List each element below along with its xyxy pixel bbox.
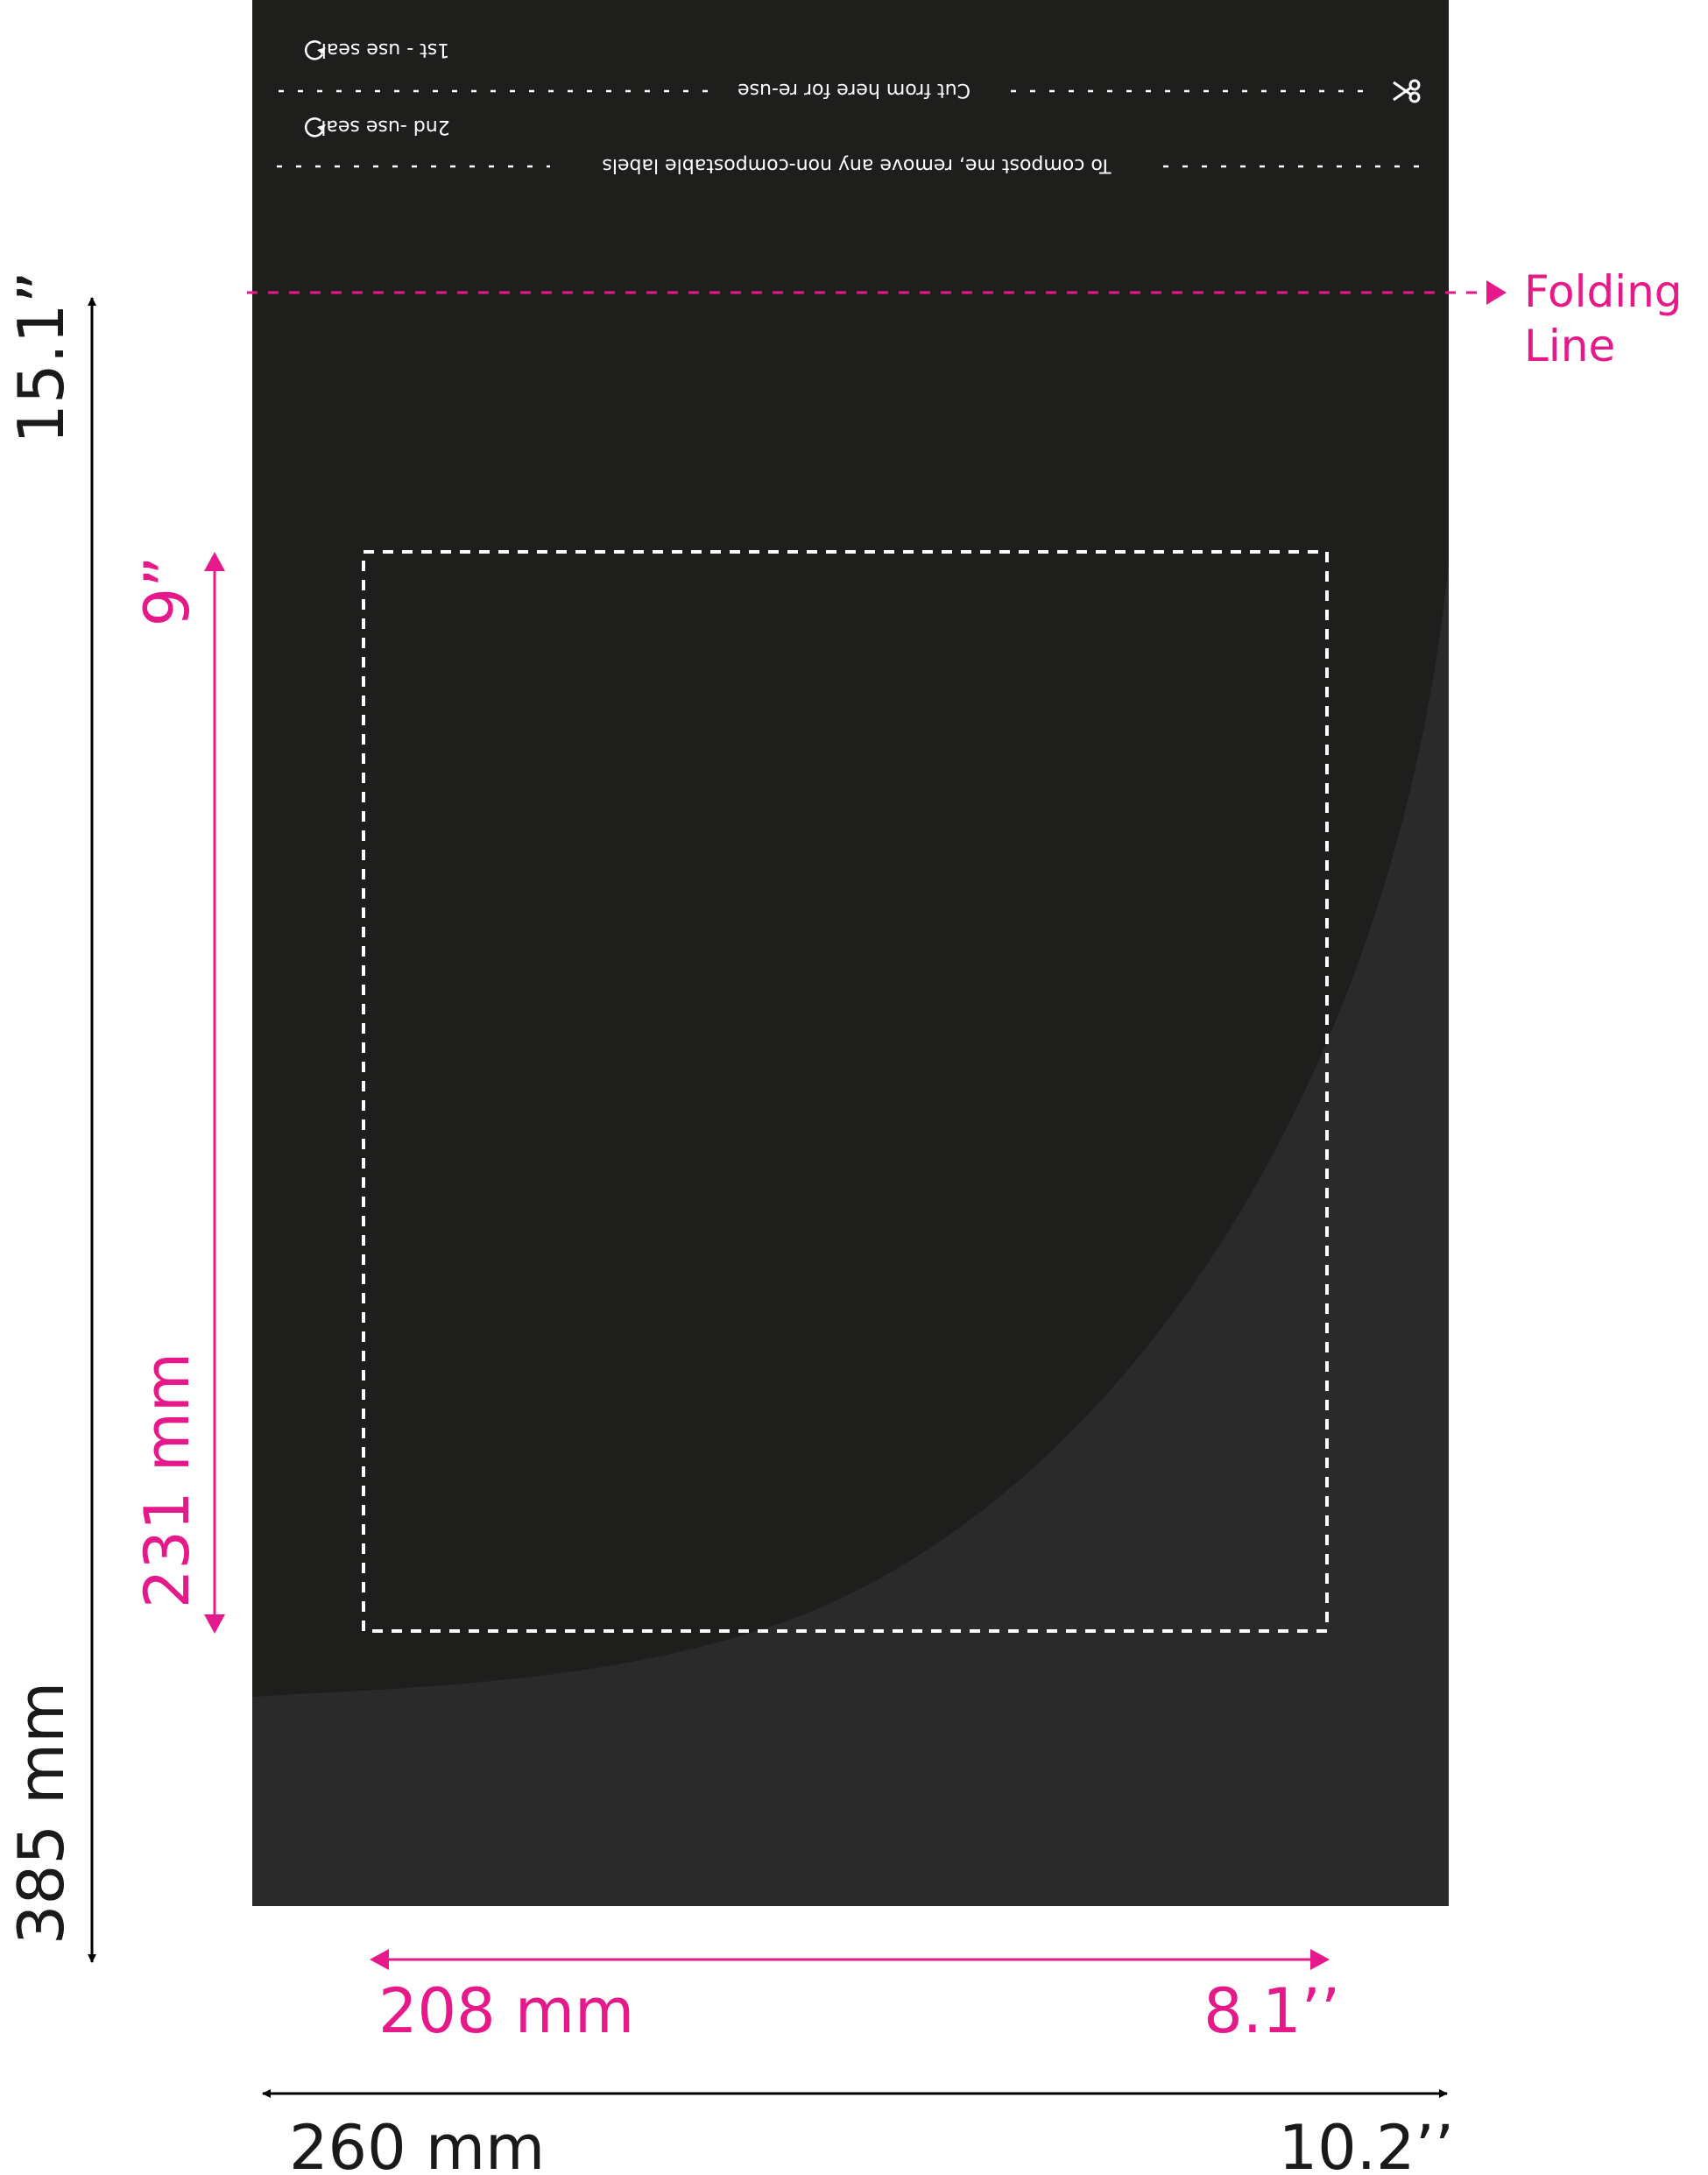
cut-line-text: Cut from here for re-use — [738, 79, 970, 101]
second-use-seal-text: 2nd -use seal — [321, 116, 449, 138]
print-width-in-label: 8.1’’ — [1203, 1975, 1340, 2047]
print-height-mm-label: 231 mm — [131, 1352, 203, 1608]
folding-line-label-1: Folding — [1524, 266, 1683, 317]
folding-line-arrow — [1486, 280, 1507, 305]
print-width-arrow-left — [370, 1949, 389, 1970]
folding-line: Folding Line — [247, 266, 1683, 371]
bag-curve-shape — [252, 0, 1449, 1697]
bag-height-mm-label: 385 mm — [4, 1682, 78, 1945]
bag-width-in-label: 10.2’’ — [1279, 2112, 1454, 2175]
bag-body — [252, 0, 1449, 1906]
printable-area-border — [362, 550, 1329, 1633]
bag-width-dimension: 260 mm 10.2’’ — [262, 2089, 1454, 2175]
scissors-icon — [1393, 79, 1421, 103]
print-height-arrow-top — [204, 552, 225, 571]
bag-height-in-label: 15.1” — [4, 271, 78, 444]
seal-arrow-icon-2 — [304, 117, 326, 138]
print-height-in-label: 9” — [131, 556, 203, 627]
print-height-dimension: 231 mm 9” — [131, 552, 225, 1634]
compost-line-text: To compost me, remove any non-compostabl… — [602, 154, 1112, 176]
bag-width-mm-label: 260 mm — [289, 2112, 545, 2175]
bag-height-dimension: 385 mm 15.1” — [4, 271, 96, 1963]
print-width-dimension: 208 mm 8.1’’ — [370, 1949, 1340, 2047]
print-width-mm-label: 208 mm — [378, 1975, 634, 2047]
print-height-arrow-bottom — [204, 1614, 225, 1634]
folding-line-label-2: Line — [1524, 321, 1615, 371]
flap-area: 1st - use seal Cut from here for re-use … — [277, 39, 1428, 180]
seal-arrow-icon — [304, 40, 326, 60]
print-width-arrow-right — [1310, 1949, 1330, 1970]
first-use-seal-text: 1st - use seal — [321, 39, 450, 60]
